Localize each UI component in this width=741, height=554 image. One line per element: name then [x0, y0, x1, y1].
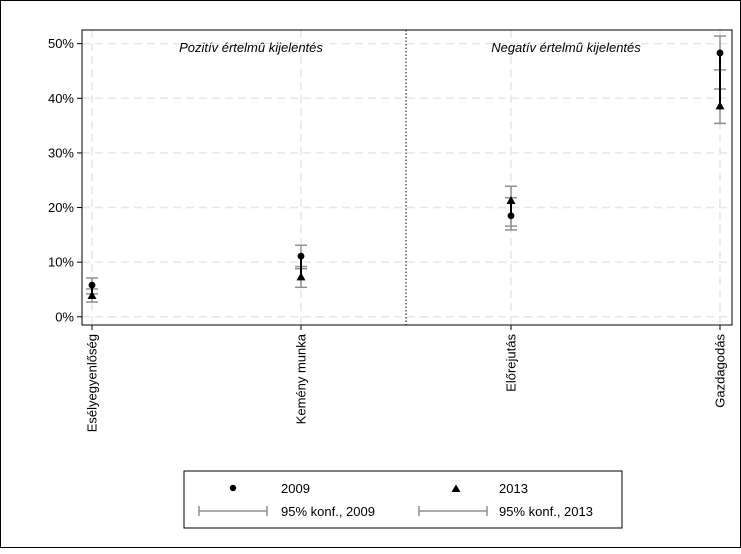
y-tick-label: 30% [48, 145, 74, 160]
plot-area [81, 29, 733, 326]
y-tick-label: 0% [55, 309, 74, 324]
x-tick-label: Előrejutás [504, 334, 519, 392]
legend-ci-label-2013: 95% konf., 2013 [499, 504, 593, 519]
x-tick-label: Gazdagodás [713, 334, 728, 408]
y-tick-label: 20% [48, 200, 74, 215]
legend-ci-symbol-2009 [198, 506, 268, 516]
y-axis: 0% 10% 20% 30% 40% 50% [48, 36, 82, 324]
point-2009 [716, 49, 724, 57]
point-2009 [88, 281, 96, 289]
legend-label-2013: 2013 [499, 481, 528, 496]
point-2013 [715, 101, 725, 110]
point-2009 [507, 212, 515, 220]
legend-ci-symbol-2013 [418, 506, 488, 516]
point-2009 [297, 252, 305, 260]
panel-label-negative: Negatív értelmû kijelentés [491, 40, 641, 55]
x-tick-label: Kemény munka [294, 333, 309, 424]
point-2013 [87, 291, 97, 299]
legend: 2009 2013 95% konf., 2009 95% konf., 201… [183, 470, 623, 529]
data-points [87, 49, 725, 299]
point-2013 [506, 195, 516, 204]
point-2013 [296, 272, 306, 281]
grid-lines [82, 30, 732, 325]
y-tick-label: 10% [48, 255, 74, 270]
panel-label-positive: Pozitív értelmû kijelentés [179, 40, 323, 55]
legend-marker-2009 [229, 484, 237, 492]
legend-ci-label-2009: 95% konf., 2009 [281, 504, 375, 519]
y-tick-label: 40% [48, 91, 74, 106]
legend-label-2009: 2009 [281, 481, 310, 496]
x-axis: Esélyegyenlőség Kemény munka Előrejutás Gaz… [85, 325, 728, 432]
legend-marker-2013 [451, 484, 461, 492]
legend-box [183, 470, 623, 529]
y-tick-label: 50% [48, 36, 74, 51]
x-tick-label: Esélyegyenlőség [85, 334, 100, 432]
